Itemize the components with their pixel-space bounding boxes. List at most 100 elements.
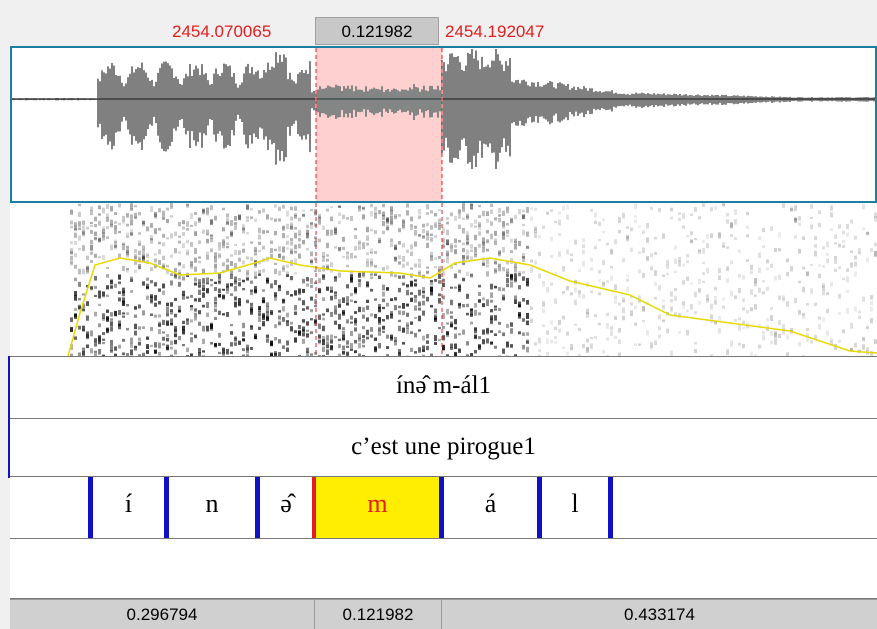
spectrogram-cell xyxy=(186,203,189,208)
boundary-7[interactable] xyxy=(608,477,613,539)
spectrogram-cell xyxy=(578,327,581,331)
spectrogram-cell xyxy=(446,354,449,356)
spectrogram-cell xyxy=(278,315,281,320)
spectrogram-cell xyxy=(826,292,829,296)
spectrogram-cell xyxy=(430,210,433,214)
spectrogram-cell xyxy=(226,217,229,224)
phone-tier[interactable]: í n ə̂ m á l xyxy=(10,476,877,539)
spectrogram-cell xyxy=(226,245,229,249)
boundary-4-selected[interactable] xyxy=(312,477,316,539)
empty-tier[interactable] xyxy=(10,538,877,599)
translation-tier[interactable]: c’est une pirogue1 xyxy=(10,418,877,476)
spectrogram-cell xyxy=(382,211,385,217)
spectrogram-cell xyxy=(182,220,185,225)
boundary-6[interactable] xyxy=(537,477,542,539)
spectrogram-cell xyxy=(166,312,169,317)
spectrogram-panel[interactable] xyxy=(10,203,877,356)
spectrogram-cell xyxy=(106,274,109,278)
waveform-panel[interactable] xyxy=(10,46,877,203)
spectrogram-cell xyxy=(74,232,77,238)
spectrogram-cell xyxy=(250,280,253,284)
spectrogram-cell xyxy=(258,305,261,311)
duration-after[interactable]: 0.433174 xyxy=(624,605,695,624)
spectrogram-cell xyxy=(398,287,401,293)
spectrogram-cell xyxy=(194,221,197,227)
spectrogram-cell xyxy=(410,347,413,352)
spectrogram-cell xyxy=(166,334,169,338)
spectrogram-cell xyxy=(82,351,85,356)
spectrogram-cell xyxy=(662,304,665,310)
spectrogram-cell xyxy=(250,291,253,296)
spectrogram-cell xyxy=(742,320,745,324)
spectrogram-cell xyxy=(266,279,269,284)
spectrogram-cell xyxy=(394,257,397,260)
spectrogram-cell xyxy=(514,214,517,220)
spectrogram-cell xyxy=(258,307,261,313)
spectrogram-cell xyxy=(630,227,633,230)
selection-duration-top[interactable]: 0.121982 xyxy=(315,17,439,45)
spectrogram-cell xyxy=(690,240,693,244)
spectrogram-cell xyxy=(202,292,205,298)
phone-segment-3[interactable]: ə̂ xyxy=(280,489,292,518)
spectrogram-cell xyxy=(330,339,333,342)
spectrogram-cell xyxy=(114,221,117,224)
spectrogram-cell xyxy=(778,320,781,325)
spectrogram-cell xyxy=(398,261,401,265)
spectrogram-cell xyxy=(594,221,597,225)
spectrogram-cell xyxy=(122,338,125,342)
spectrogram-cell xyxy=(814,302,817,307)
spectrogram-cell xyxy=(466,312,469,316)
boundary-1[interactable] xyxy=(88,477,93,539)
spectrogram-cell xyxy=(366,261,369,268)
spectrogram-cell xyxy=(290,216,293,221)
spectrogram-cell xyxy=(214,343,217,347)
spectrogram-cell xyxy=(134,314,137,318)
boundary-5[interactable] xyxy=(439,477,444,539)
phone-segment-6[interactable]: l xyxy=(571,489,579,518)
phone-segment-2[interactable]: n xyxy=(205,489,219,518)
spectrogram-cell xyxy=(170,203,173,209)
spectrogram-cell xyxy=(174,328,177,335)
spectrogram-cell xyxy=(654,252,657,255)
spectrogram-cell xyxy=(502,332,505,337)
spectrogram-cell xyxy=(146,337,149,340)
spectrogram-cell xyxy=(266,316,269,322)
spectrogram-cell xyxy=(86,315,89,321)
boundary-2[interactable] xyxy=(164,477,169,539)
boundary-3[interactable] xyxy=(255,477,260,539)
duration-selected[interactable]: 0.121982 xyxy=(315,600,442,629)
spectrogram-cell xyxy=(94,231,97,237)
spectrogram-cell xyxy=(450,286,453,289)
spectrogram-cell xyxy=(198,279,201,284)
duration-before[interactable]: 0.296794 xyxy=(10,600,315,629)
spectrogram-cell xyxy=(506,271,509,274)
spectrogram-cell xyxy=(214,267,217,273)
spectrogram-cell xyxy=(802,354,805,356)
spectrogram-cell xyxy=(102,255,105,260)
spectrogram-cell xyxy=(770,263,773,268)
spectrogram-cell xyxy=(170,233,173,239)
spectrogram-cell xyxy=(458,348,461,351)
word-tier[interactable]: ínə̂ m-ál1 xyxy=(10,356,877,418)
spectrogram-cell xyxy=(574,287,577,293)
spectrogram-cell xyxy=(506,234,509,238)
spectrogram-cell xyxy=(294,226,297,230)
spectrogram-cell xyxy=(558,211,561,215)
phone-segment-5[interactable]: á xyxy=(484,489,497,518)
spectrogram-cell xyxy=(558,328,561,333)
spectrogram-cell xyxy=(590,290,593,294)
spectrogram-cell xyxy=(194,334,197,339)
spectrogram-cell xyxy=(794,297,797,304)
spectrogram-cell xyxy=(70,241,73,245)
phone-segment-1[interactable]: í xyxy=(124,489,133,518)
spectrogram-cell xyxy=(402,263,405,269)
spectrogram-cell xyxy=(406,203,409,208)
spectrogram-cell xyxy=(482,297,485,301)
spectrogram-cell xyxy=(670,298,673,303)
spectrogram-cell xyxy=(474,303,477,308)
phone-segment-4-selected[interactable]: m xyxy=(367,489,388,518)
spectrogram-cell xyxy=(370,258,373,264)
spectrogram-cell xyxy=(114,353,117,356)
spectrogram-cell xyxy=(434,222,437,225)
spectrogram-cell xyxy=(850,219,853,224)
